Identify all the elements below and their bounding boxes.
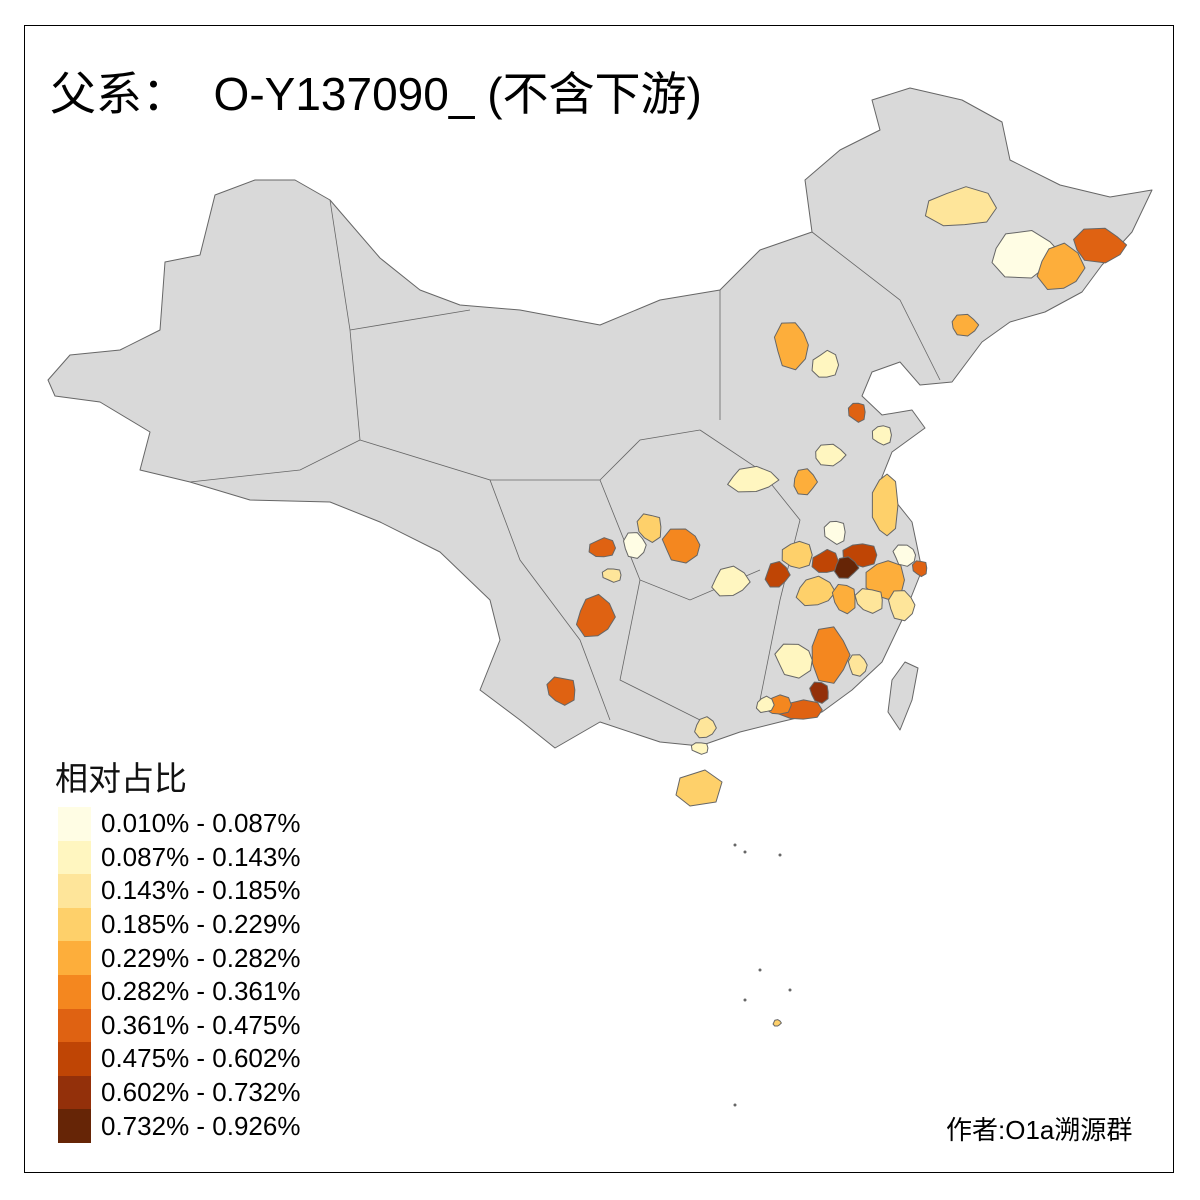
legend-swatch (58, 807, 91, 841)
legend-item: 0.361% - 0.475% (58, 1008, 301, 1043)
region-prefecture (694, 716, 717, 739)
region-prefecture (727, 465, 780, 493)
region-prefecture (575, 593, 616, 638)
region-prefecture (764, 560, 791, 588)
region-prefecture (690, 742, 709, 755)
region-prefecture (833, 556, 860, 579)
region-prefecture (755, 695, 775, 713)
region-prefecture (623, 532, 647, 559)
province-border (619, 579, 701, 721)
legend-item: 0.010% - 0.087% (58, 807, 300, 841)
legend-label: 0.010% - 0.087% (101, 808, 301, 839)
legend-label: 0.185% - 0.229% (101, 909, 301, 940)
legend-label: 0.143% - 0.185% (101, 875, 301, 906)
island (743, 998, 747, 1002)
region-prefecture (847, 402, 866, 423)
region-prefecture (871, 425, 892, 446)
region-prefecture (795, 575, 837, 607)
region-prefecture (546, 676, 576, 706)
hainan (675, 769, 723, 807)
legend-item: 0.087% - 0.143% (58, 840, 301, 875)
region-prefecture (951, 313, 980, 337)
legend-swatch (58, 1075, 91, 1110)
author-credit: 作者:O1a溯源群 (946, 1115, 1133, 1145)
legend-swatch (58, 974, 91, 1009)
region-prefecture (815, 443, 847, 467)
legend-swatch (58, 1008, 91, 1043)
province-border (699, 429, 801, 701)
region-prefecture (773, 322, 809, 371)
island (758, 968, 762, 972)
legend-item: 0.282% - 0.361% (58, 974, 301, 1009)
region-prefecture (774, 643, 813, 679)
legend-item: 0.475% - 0.602% (58, 1042, 300, 1076)
legend-item: 0.602% - 0.732% (58, 1075, 301, 1110)
province-border (349, 309, 471, 331)
region-prefecture (711, 565, 751, 597)
legend-swatch (58, 840, 91, 875)
region-prefecture (871, 473, 899, 537)
region-prefecture (772, 1019, 782, 1027)
legend-swatch (58, 1109, 91, 1143)
region-prefecture (811, 626, 851, 684)
region-prefecture (811, 548, 840, 573)
legend-label: 0.282% - 0.361% (101, 976, 301, 1007)
region-prefecture (854, 588, 883, 614)
island (788, 988, 792, 992)
region-prefecture (887, 590, 916, 622)
legend-swatch (58, 1042, 91, 1076)
legend-swatch (58, 941, 91, 975)
island (778, 853, 782, 857)
province-border (811, 231, 941, 381)
legend-label: 0.732% - 0.926% (101, 1110, 301, 1141)
legend: 0.010% - 0.087% 0.087% - 0.143% 0.143% - 0… (58, 807, 300, 1143)
china-mainland (47, 87, 1153, 749)
legend-label: 0.087% - 0.143% (101, 841, 301, 872)
region-prefecture (636, 513, 662, 543)
legend-label: 0.602% - 0.732% (101, 1077, 301, 1108)
region-prefecture (588, 537, 616, 558)
region-prefecture (1036, 242, 1086, 291)
region-prefecture (809, 681, 829, 704)
region-prefecture (793, 468, 818, 496)
legend-item: 0.143% - 0.185% (58, 874, 300, 908)
region-prefecture (823, 520, 846, 545)
legend-item: 0.732% - 0.926% (58, 1109, 300, 1143)
legend-item: 0.229% - 0.282% (58, 941, 300, 975)
region-prefecture (831, 583, 856, 615)
region-prefecture (661, 528, 701, 564)
taiwan (887, 661, 919, 731)
province-border (359, 439, 611, 721)
map-title: 父系： O-Y137090_ (不含下游) (50, 68, 702, 120)
map-frame (24, 25, 1174, 1173)
island (733, 1103, 737, 1107)
region-prefecture (924, 186, 997, 227)
island (743, 850, 747, 854)
legend-swatch (58, 874, 91, 908)
region-prefecture (601, 568, 622, 583)
legend-title: 相对占比 (55, 760, 187, 797)
legend-label: 0.361% - 0.475% (101, 1009, 301, 1040)
region-prefecture (811, 349, 840, 378)
region-prefecture (1073, 227, 1128, 264)
legend-swatch (58, 907, 91, 942)
region-prefecture (781, 540, 813, 569)
legend-label: 0.475% - 0.602% (101, 1043, 301, 1074)
region-prefecture (892, 544, 917, 567)
island (733, 843, 737, 847)
legend-label: 0.229% - 0.282% (101, 942, 301, 973)
legend-item: 0.185% - 0.229% (58, 907, 301, 942)
province-border (490, 429, 701, 481)
region-prefecture (911, 560, 928, 578)
region-prefecture (847, 654, 868, 677)
